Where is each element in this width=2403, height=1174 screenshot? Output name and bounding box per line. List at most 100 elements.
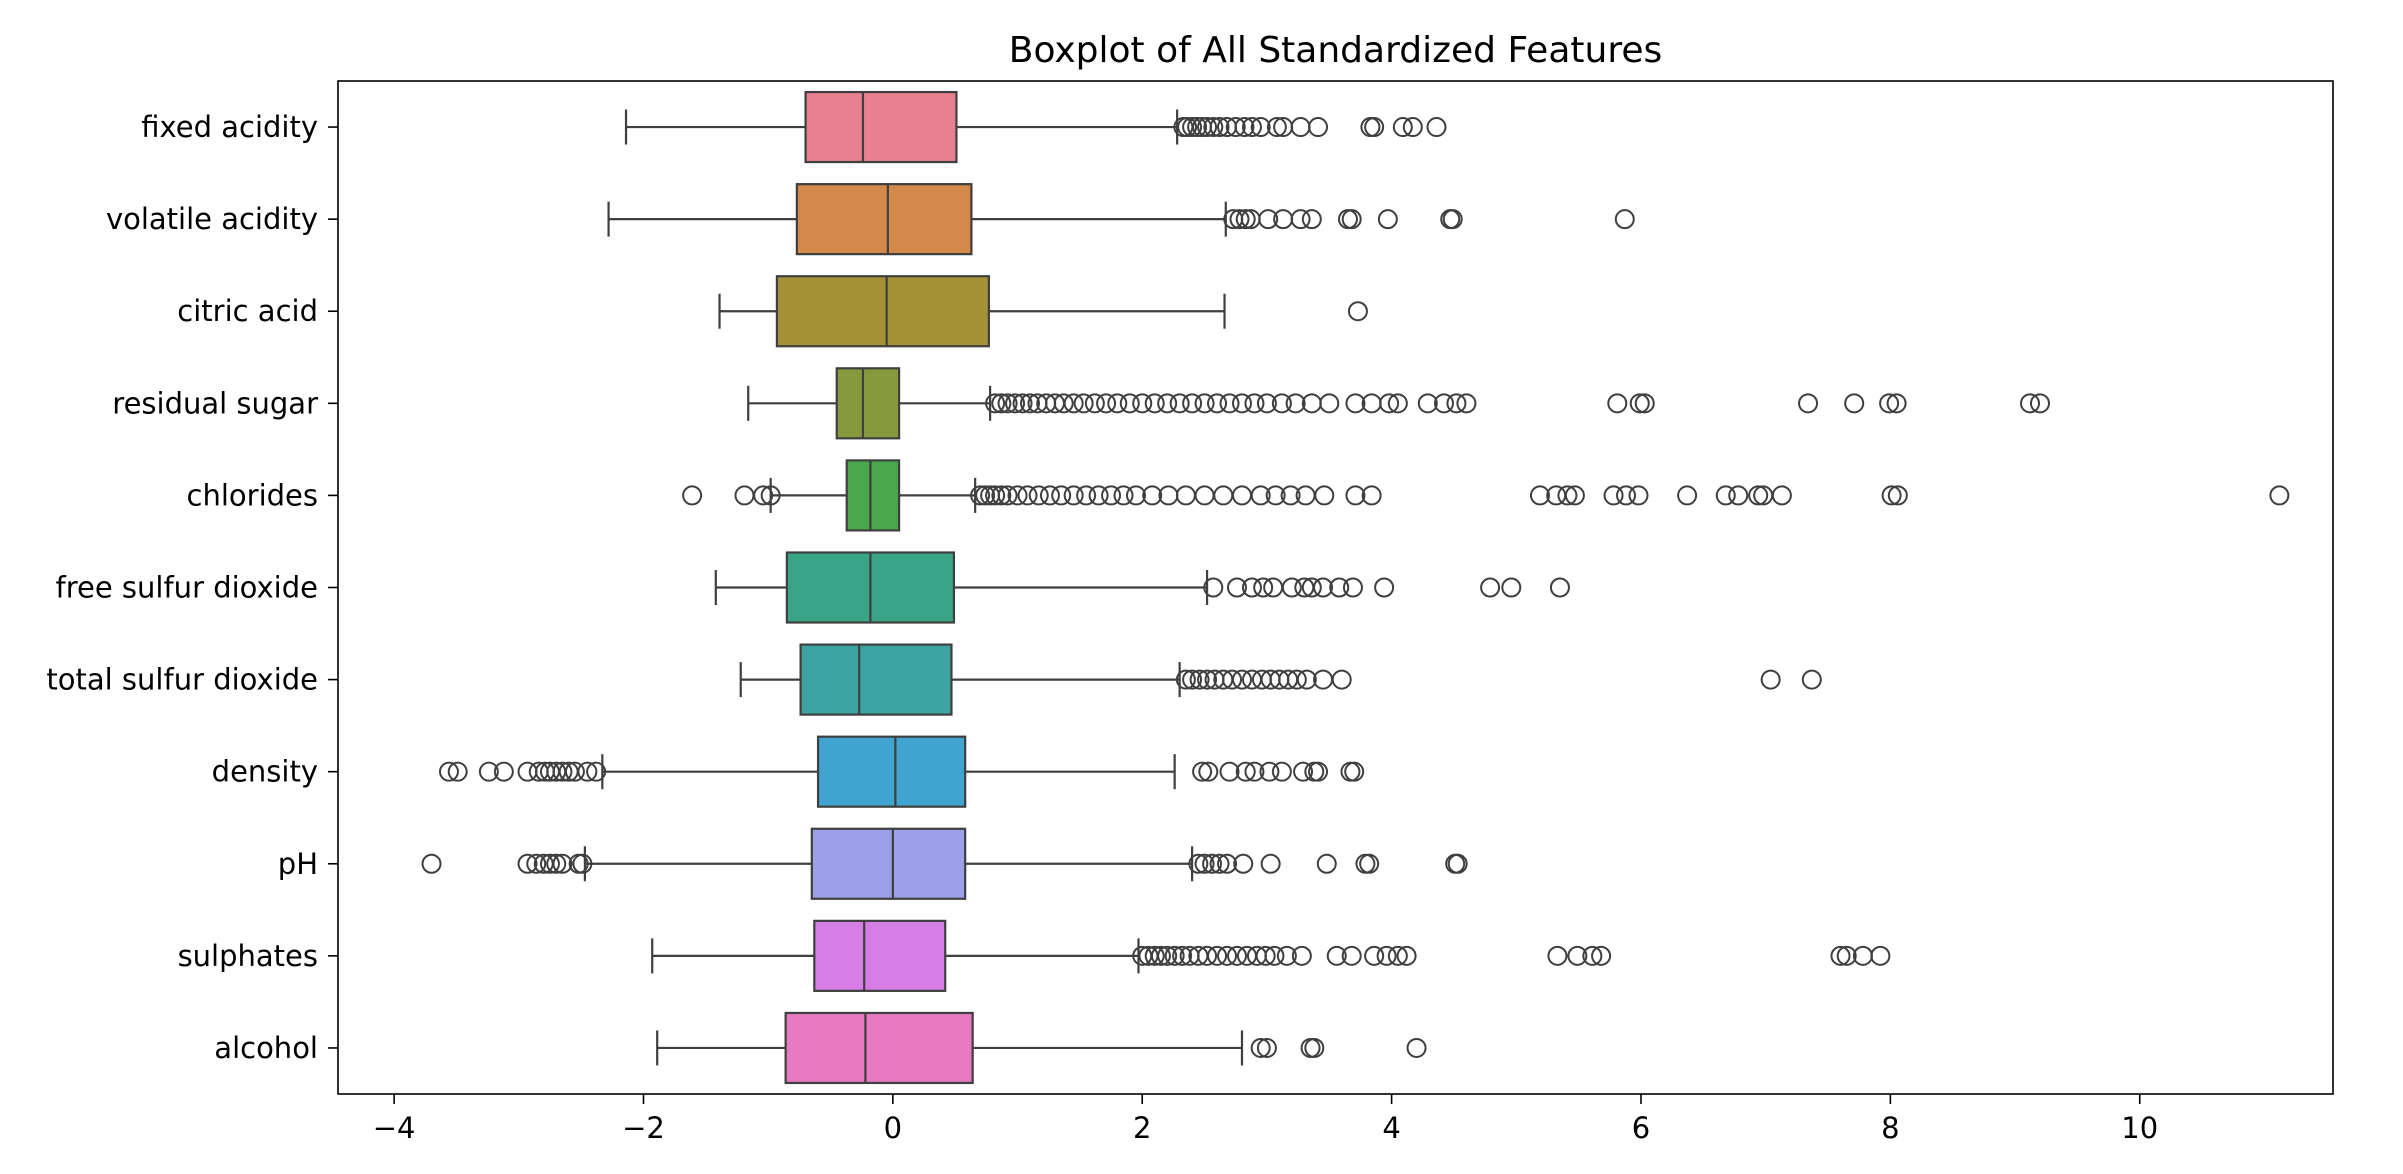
outlier-point [1549, 577, 1570, 598]
box-group [739, 643, 1822, 716]
outlier-point [1347, 301, 1368, 322]
outlier-point [1337, 209, 1358, 230]
outlier-point [1157, 945, 1178, 966]
outlier-point [1344, 761, 1365, 782]
outlier-point [1188, 853, 1209, 874]
category-label: sulphates [178, 939, 318, 973]
outlier-point [1231, 485, 1252, 506]
outlier-point [1197, 117, 1218, 138]
outlier-point [1007, 485, 1028, 506]
outlier-point [1192, 761, 1213, 782]
outlier-point [1076, 485, 1097, 506]
iqr-box [775, 275, 990, 348]
outlier-point [526, 853, 547, 874]
outlier-point [1281, 577, 1302, 598]
outlier-point [1547, 945, 1568, 966]
outlier-point [1264, 945, 1285, 966]
box-group [651, 919, 1891, 992]
outlier-point [447, 761, 468, 782]
iqr-box [784, 1011, 974, 1085]
category-label: alcohol [214, 1031, 318, 1065]
outlier-point [1225, 117, 1246, 138]
outlier-point [1119, 393, 1140, 414]
outlier-point [1567, 945, 1588, 966]
outlier-point [586, 761, 607, 782]
outlier-point [1084, 393, 1105, 414]
outlier-point [1202, 853, 1223, 874]
outlier-point [1881, 485, 1902, 506]
outlier-point [438, 761, 459, 782]
outlier-point [564, 761, 585, 782]
outlier-point [1301, 577, 1322, 598]
outlier-point [753, 485, 774, 506]
outlier-point [1203, 117, 1224, 138]
box-group [682, 459, 2290, 532]
iqr-box [835, 367, 901, 440]
outlier-point [1235, 209, 1256, 230]
box-group [656, 1011, 1427, 1085]
outlier-point [1591, 945, 1612, 966]
category-label: density [212, 755, 318, 789]
outlier-point [577, 761, 598, 782]
iqr-box [813, 919, 947, 992]
outlier-point [1234, 117, 1255, 138]
outlier-point [1088, 485, 1109, 506]
outlier-point [1231, 669, 1252, 690]
outlier-point [1213, 485, 1234, 506]
outlier-point [1241, 117, 1262, 138]
outlier-point [991, 485, 1012, 506]
iqr-box [816, 735, 967, 808]
category-label: free sulfur dioxide [56, 571, 318, 605]
outlier-point [1342, 577, 1363, 598]
outlier-point [1182, 669, 1203, 690]
outlier-point [1406, 1037, 1427, 1058]
outlier-point [539, 853, 560, 874]
outlier-point [1259, 761, 1280, 782]
outlier-point [1219, 393, 1240, 414]
outlier-point [975, 485, 996, 506]
outlier-point [1005, 393, 1026, 414]
outlier-point [1189, 669, 1210, 690]
boxes-layer [421, 90, 2290, 1085]
outlier-point [1341, 209, 1362, 230]
x-tick-label: −2 [622, 1111, 665, 1145]
outlier-point [1142, 485, 1163, 506]
outlier-point [1402, 117, 1423, 138]
outlier-point [1169, 393, 1190, 414]
outlier-point [1144, 945, 1165, 966]
iqr-box [845, 459, 901, 532]
outlier-point [1377, 209, 1398, 230]
outlier-point [1020, 393, 1041, 414]
outlier-point [1286, 669, 1307, 690]
outlier-point [1396, 945, 1417, 966]
outlier-point [1260, 853, 1281, 874]
outlier-point [1271, 761, 1292, 782]
outlier-point [1101, 485, 1122, 506]
outlier-point [1308, 117, 1329, 138]
outlier-point [1801, 669, 1822, 690]
outlier-point [1447, 853, 1468, 874]
outlier-point [1301, 209, 1322, 230]
outlier-point [1207, 945, 1228, 966]
outlier-point [997, 393, 1018, 414]
outlier-point [1603, 485, 1624, 506]
outlier-point [1244, 393, 1265, 414]
outlier-point [1360, 117, 1381, 138]
iqr-box [799, 643, 953, 716]
outlier-point [682, 485, 703, 506]
outlier-point [1798, 393, 1819, 414]
outlier-point [552, 761, 573, 782]
outlier-point [1771, 485, 1792, 506]
outlier-point [1209, 853, 1230, 874]
outlier-point [1886, 393, 1907, 414]
outlier-point [1222, 669, 1243, 690]
plot-frame [337, 80, 2334, 1095]
outlier-point [572, 853, 593, 874]
outlier-point [1241, 577, 1262, 598]
outlier-point [1529, 485, 1550, 506]
outlier-point [1039, 485, 1060, 506]
iqr-box [810, 827, 967, 900]
outlier-point [1012, 393, 1033, 414]
outlier-point [421, 853, 442, 874]
outlier-point [1271, 393, 1292, 414]
